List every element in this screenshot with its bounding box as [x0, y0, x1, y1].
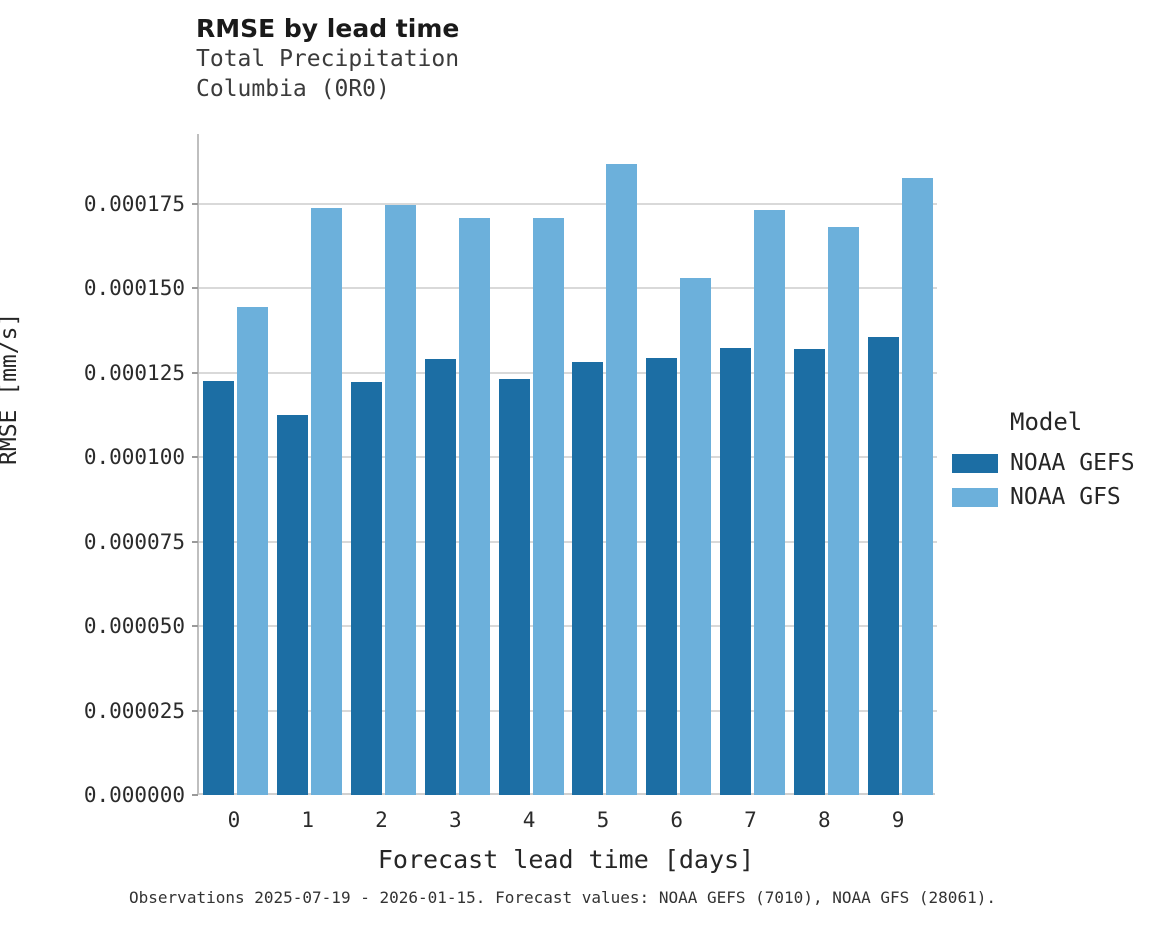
- y-tick-label: 0.000100: [83, 445, 185, 470]
- bar-noaa-gfs-day-2[interactable]: [385, 204, 416, 795]
- bar-noaa-gfs-day-0[interactable]: [237, 306, 269, 795]
- legend-swatch-icon-noaa-gefs: [952, 453, 998, 473]
- bar-noaa-gfs-day-5[interactable]: [606, 164, 638, 795]
- legend-swatch-icon-noaa-gfs: [952, 487, 998, 507]
- legend-item-noaa-gefs[interactable]: NOAA GEFS: [952, 446, 1167, 480]
- bar-noaa-gfs-day-1[interactable]: [311, 207, 343, 795]
- y-tick-mark: [192, 287, 198, 290]
- legend: Model NOAA GEFS NOAA GFS: [952, 408, 1167, 514]
- x-tick-label: 5: [596, 808, 610, 832]
- y-gridline: [199, 456, 937, 459]
- plot-area: [192, 134, 937, 796]
- x-tick-label: 6: [670, 808, 684, 832]
- y-tick-mark: [192, 540, 198, 543]
- bar-noaa-gfs-day-8[interactable]: [827, 226, 859, 795]
- bar-noaa-gfs-day-3[interactable]: [458, 218, 490, 795]
- chart-caption: Observations 2025-07-19 - 2026-01-15. Fo…: [129, 888, 996, 907]
- y-tick-mark: [192, 709, 198, 712]
- bar-noaa-gefs-day-3[interactable]: [424, 358, 456, 795]
- y-gridline: [199, 371, 937, 374]
- bar-noaa-gefs-day-1[interactable]: [277, 415, 309, 795]
- bar-noaa-gefs-day-5[interactable]: [572, 361, 604, 795]
- legend-label-noaa-gfs: NOAA GFS: [1010, 484, 1121, 510]
- y-tick-mark: [192, 371, 198, 374]
- y-axis-title: RMSE [mm/s]: [0, 312, 22, 465]
- legend-item-noaa-gfs[interactable]: NOAA GFS: [952, 480, 1167, 514]
- y-tick-label: 0.000050: [83, 614, 185, 639]
- x-tick-label: 8: [817, 808, 831, 832]
- x-tick-label: 9: [891, 808, 905, 832]
- legend-label-noaa-gefs: NOAA GEFS: [1010, 450, 1135, 476]
- x-axis-tick-labels: 0 1 2 3 4 5 6 7 8 9: [197, 808, 935, 838]
- y-gridline: [199, 709, 937, 712]
- y-gridline: [199, 202, 937, 205]
- y-tick-label: 0.000175: [83, 191, 185, 216]
- bar-noaa-gefs-day-7[interactable]: [720, 348, 751, 795]
- y-tick-mark: [192, 794, 198, 796]
- bar-noaa-gefs-day-9[interactable]: [867, 337, 899, 795]
- chart-title: RMSE by lead time: [196, 14, 460, 43]
- chart-subtitle-location: Columbia (0R0): [196, 76, 390, 102]
- y-tick-label: 0.000125: [83, 360, 185, 385]
- bar-noaa-gefs-day-2[interactable]: [351, 382, 382, 795]
- y-tick-mark: [192, 456, 198, 459]
- x-tick-label: 4: [522, 808, 536, 832]
- x-tick-label: 3: [448, 808, 462, 832]
- y-tick-mark: [192, 625, 198, 628]
- y-axis-tick-labels: 0.000000 0.000025 0.000050 0.000075 0.000100…: [0, 134, 185, 807]
- title-block: RMSE by lead time Total Precipitation Co…: [196, 14, 459, 104]
- bar-noaa-gfs-day-7[interactable]: [754, 210, 785, 795]
- y-tick-mark: [192, 202, 198, 205]
- plot-inner: [192, 134, 937, 796]
- chart-subtitle-variable: Total Precipitation: [196, 46, 460, 72]
- x-tick-label: 7: [744, 808, 757, 832]
- legend-title: Model: [1010, 408, 1083, 436]
- y-gridline: [199, 540, 937, 543]
- y-tick-label: 0.000075: [83, 529, 185, 554]
- bar-noaa-gefs-day-4[interactable]: [498, 378, 530, 795]
- y-gridline: [199, 625, 937, 628]
- y-tick-label: 0.000025: [83, 698, 185, 723]
- y-gridline: [199, 287, 937, 290]
- bar-noaa-gfs-day-9[interactable]: [901, 177, 933, 795]
- x-tick-label: 2: [375, 808, 388, 832]
- x-tick-label: 0: [227, 808, 241, 832]
- bar-noaa-gefs-day-6[interactable]: [646, 357, 678, 795]
- bar-noaa-gefs-day-8[interactable]: [793, 349, 825, 795]
- bar-noaa-gfs-day-4[interactable]: [532, 218, 564, 795]
- x-axis-title: Forecast lead time [days]: [377, 845, 755, 874]
- y-tick-label: 0.000000: [83, 783, 185, 807]
- y-tick-label: 0.000150: [83, 276, 185, 301]
- x-tick-label: 1: [301, 808, 315, 832]
- bar-noaa-gfs-day-6[interactable]: [680, 278, 712, 795]
- bar-noaa-gefs-day-0[interactable]: [203, 381, 235, 795]
